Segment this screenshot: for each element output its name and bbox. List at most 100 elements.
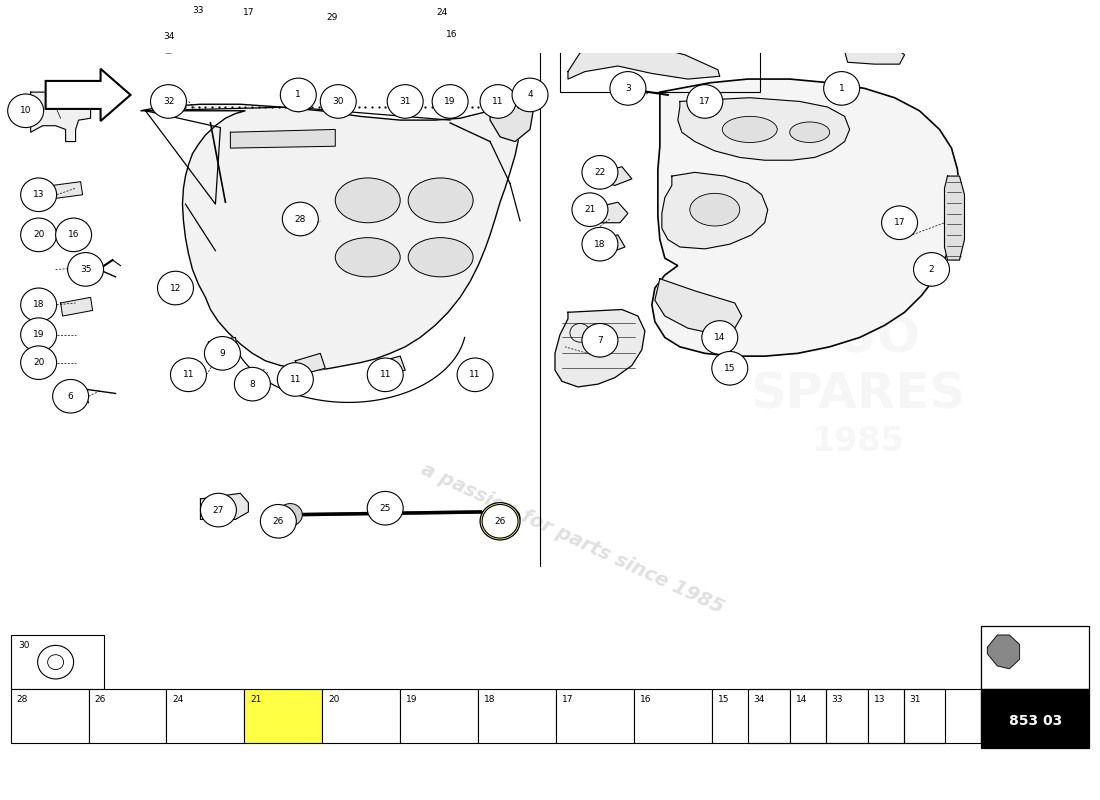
Circle shape bbox=[572, 193, 608, 226]
Bar bbox=[790, 690, 868, 743]
Text: 20: 20 bbox=[33, 358, 44, 367]
Bar bbox=[634, 690, 712, 743]
Bar bbox=[322, 690, 400, 743]
Circle shape bbox=[21, 178, 56, 211]
Polygon shape bbox=[845, 42, 904, 64]
Circle shape bbox=[387, 85, 424, 118]
Text: 4: 4 bbox=[527, 90, 532, 99]
Text: 30: 30 bbox=[19, 641, 30, 650]
Text: 18: 18 bbox=[33, 300, 44, 310]
Circle shape bbox=[367, 358, 404, 392]
Polygon shape bbox=[375, 356, 405, 378]
Circle shape bbox=[170, 358, 207, 392]
Ellipse shape bbox=[408, 238, 473, 277]
Bar bbox=[11, 635, 104, 690]
Circle shape bbox=[200, 494, 236, 527]
Circle shape bbox=[261, 505, 296, 538]
Polygon shape bbox=[662, 172, 768, 249]
Text: 28: 28 bbox=[16, 695, 28, 704]
Circle shape bbox=[702, 321, 738, 354]
Bar bbox=[400, 690, 478, 743]
Circle shape bbox=[280, 78, 317, 112]
Circle shape bbox=[609, 71, 646, 105]
Polygon shape bbox=[208, 338, 239, 359]
Text: 853 03: 853 03 bbox=[1009, 714, 1062, 728]
Text: 11: 11 bbox=[493, 97, 504, 106]
Bar bbox=[981, 690, 1059, 743]
Ellipse shape bbox=[723, 116, 778, 142]
Text: 34: 34 bbox=[163, 32, 174, 41]
Text: 17: 17 bbox=[562, 695, 573, 704]
Text: 34: 34 bbox=[754, 695, 766, 704]
Circle shape bbox=[151, 85, 187, 118]
Circle shape bbox=[491, 512, 510, 530]
Circle shape bbox=[432, 85, 469, 118]
Text: 11: 11 bbox=[183, 370, 195, 379]
Polygon shape bbox=[220, 5, 318, 30]
Circle shape bbox=[21, 218, 56, 252]
Text: 19: 19 bbox=[444, 97, 455, 106]
Text: 1: 1 bbox=[839, 84, 845, 93]
Circle shape bbox=[234, 367, 271, 401]
Polygon shape bbox=[148, 23, 192, 47]
Polygon shape bbox=[600, 235, 625, 254]
Circle shape bbox=[205, 337, 241, 370]
Bar bbox=[903, 690, 981, 743]
Text: 17: 17 bbox=[243, 8, 254, 18]
Text: 30: 30 bbox=[332, 97, 344, 106]
Polygon shape bbox=[230, 130, 336, 148]
Text: 17: 17 bbox=[700, 97, 711, 106]
Circle shape bbox=[512, 78, 548, 112]
Text: 7: 7 bbox=[597, 336, 603, 345]
Bar bbox=[748, 690, 826, 743]
Ellipse shape bbox=[336, 178, 400, 222]
Text: 27: 27 bbox=[212, 506, 224, 514]
Circle shape bbox=[157, 271, 194, 305]
Polygon shape bbox=[678, 98, 849, 160]
Text: 18: 18 bbox=[594, 240, 606, 249]
Text: 6: 6 bbox=[68, 392, 74, 401]
Polygon shape bbox=[53, 182, 82, 198]
Circle shape bbox=[180, 0, 217, 28]
Text: 1: 1 bbox=[296, 90, 301, 99]
Circle shape bbox=[151, 19, 187, 53]
Bar bbox=[981, 635, 1059, 690]
Text: 25: 25 bbox=[379, 504, 390, 513]
Text: 14: 14 bbox=[714, 333, 726, 342]
Polygon shape bbox=[60, 298, 92, 316]
Text: 26: 26 bbox=[494, 517, 506, 526]
Polygon shape bbox=[141, 99, 530, 370]
Text: 33: 33 bbox=[192, 6, 205, 15]
Text: 15: 15 bbox=[724, 364, 736, 373]
Text: 13: 13 bbox=[33, 190, 44, 199]
Circle shape bbox=[53, 379, 89, 413]
Text: 8: 8 bbox=[250, 380, 255, 389]
Ellipse shape bbox=[336, 238, 400, 277]
Text: 31: 31 bbox=[910, 695, 921, 704]
Text: 35: 35 bbox=[80, 265, 91, 274]
Bar bbox=[89, 690, 166, 743]
Polygon shape bbox=[654, 278, 741, 334]
Text: DUO
SPARES: DUO SPARES bbox=[750, 314, 966, 418]
Polygon shape bbox=[45, 69, 131, 121]
Text: 13: 13 bbox=[873, 695, 886, 704]
Text: 29: 29 bbox=[327, 13, 338, 22]
Text: 14: 14 bbox=[795, 695, 807, 704]
Polygon shape bbox=[652, 79, 959, 356]
Polygon shape bbox=[600, 166, 631, 186]
Ellipse shape bbox=[790, 122, 829, 142]
Text: 2: 2 bbox=[928, 265, 934, 274]
Text: 19: 19 bbox=[33, 330, 44, 339]
Bar bbox=[244, 690, 322, 743]
Circle shape bbox=[597, 0, 632, 12]
Text: 18: 18 bbox=[484, 695, 496, 704]
Circle shape bbox=[283, 202, 318, 236]
Bar bbox=[153, 29, 177, 44]
Text: 9: 9 bbox=[220, 349, 225, 358]
Text: 17: 17 bbox=[894, 218, 905, 227]
Text: 1985: 1985 bbox=[811, 425, 904, 458]
Text: 12: 12 bbox=[169, 283, 182, 293]
Circle shape bbox=[8, 94, 44, 127]
Text: 31: 31 bbox=[399, 97, 411, 106]
Text: 24: 24 bbox=[437, 8, 448, 18]
